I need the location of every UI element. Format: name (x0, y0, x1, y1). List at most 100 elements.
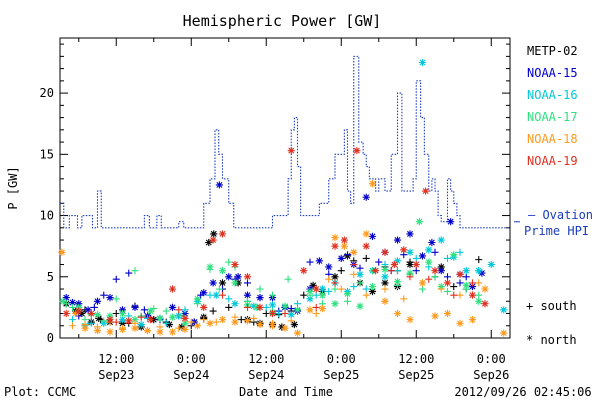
north-marker (93, 311, 102, 319)
north-marker (75, 300, 83, 308)
south-marker (362, 254, 370, 262)
north-marker (218, 230, 227, 238)
north-marker (68, 298, 77, 307)
south-marker (356, 264, 364, 272)
chart-title: Hemispheric Power [GW] (183, 12, 382, 30)
x-tick-label-date: Sep25 (398, 368, 434, 382)
south-marker (431, 273, 439, 281)
south-marker (475, 279, 483, 287)
x-tick-label-time: 0:00 (327, 352, 356, 366)
south-marker (137, 313, 145, 321)
south-marker (362, 285, 370, 293)
south-marker (87, 319, 95, 327)
north-marker (443, 309, 452, 318)
south-marker (200, 316, 208, 324)
north-marker (147, 307, 155, 315)
north-marker (368, 282, 377, 291)
north-marker (468, 316, 477, 324)
north-marker (412, 260, 420, 269)
north-marker (156, 314, 164, 323)
south-marker (162, 307, 170, 315)
south-marker (287, 317, 295, 325)
footer: Plot: CCMC Date and Time 2012/09/26 02:4… (4, 385, 592, 399)
south-marker (325, 287, 333, 295)
legend-satellites: METP-02 NOAA-15 NOAA-16 NOAA-17 NOAA-18 NOAA-… (527, 44, 578, 168)
south-marker (344, 251, 351, 259)
north-marker (300, 267, 308, 275)
north-marker (437, 263, 445, 271)
north-marker (428, 238, 436, 247)
north-marker (181, 325, 189, 334)
south-marker (162, 319, 170, 327)
south-marker (215, 285, 223, 293)
north-marker (106, 328, 114, 336)
north-marker (256, 320, 264, 329)
north-marker (331, 242, 339, 250)
south-marker (90, 303, 98, 311)
south-marker (444, 273, 451, 281)
north-marker (422, 187, 430, 195)
north-marker (281, 324, 289, 332)
north-marker (315, 257, 323, 265)
north-marker (306, 295, 314, 303)
north-marker (331, 273, 339, 281)
north-marker (143, 327, 152, 335)
series-noaa-19-south (112, 261, 476, 326)
north-marker (59, 297, 67, 305)
south-marker (344, 297, 351, 305)
north-marker (118, 319, 127, 327)
north-marker (381, 297, 389, 305)
south-marker (312, 310, 320, 318)
north-marker (418, 279, 427, 287)
south-marker (175, 306, 183, 314)
north-marker (500, 306, 508, 314)
north-marker (312, 285, 320, 293)
south-marker (225, 295, 233, 303)
north-marker (62, 293, 70, 302)
north-marker (218, 279, 227, 287)
south-marker (381, 285, 389, 293)
north-marker (131, 303, 139, 311)
ovation-hpi-path (60, 55, 510, 229)
north-marker (447, 218, 455, 226)
south-marker (209, 307, 217, 315)
south-marker (362, 291, 370, 299)
south-marker (400, 295, 408, 303)
north-marker (368, 180, 377, 188)
north-marker (250, 302, 258, 310)
north-marker (340, 236, 348, 244)
south-marker (287, 305, 295, 313)
north-marker (231, 300, 239, 308)
north-marker (500, 329, 508, 337)
x-tick-label-date: Sep25 (323, 368, 359, 382)
legend-north: * north (526, 333, 577, 347)
north-marker (281, 302, 289, 310)
south-marker (237, 316, 245, 324)
north-marker (356, 270, 364, 278)
legend-ovation-line1: — Ovation (528, 208, 593, 222)
north-marker (75, 307, 83, 315)
north-marker (450, 251, 458, 259)
north-marker (390, 260, 398, 269)
data-points (58, 58, 508, 337)
north-marker (381, 248, 389, 256)
series-noaa-18-north (58, 180, 508, 337)
north-marker (209, 236, 217, 244)
south-marker (281, 310, 289, 318)
south-marker (244, 303, 251, 311)
north-marker (125, 317, 133, 325)
south-marker (350, 283, 358, 291)
north-marker (72, 309, 80, 318)
y-tick-label: 15 (40, 147, 54, 161)
south-marker (450, 283, 458, 291)
north-marker (306, 287, 314, 296)
series-noaa-17-north (59, 218, 483, 327)
north-marker (210, 230, 218, 238)
north-marker (287, 311, 295, 319)
legend-item: NOAA-18 (527, 132, 578, 146)
north-marker (431, 312, 439, 320)
south-marker (444, 254, 451, 262)
north-marker (156, 328, 164, 336)
south-marker (406, 273, 414, 281)
